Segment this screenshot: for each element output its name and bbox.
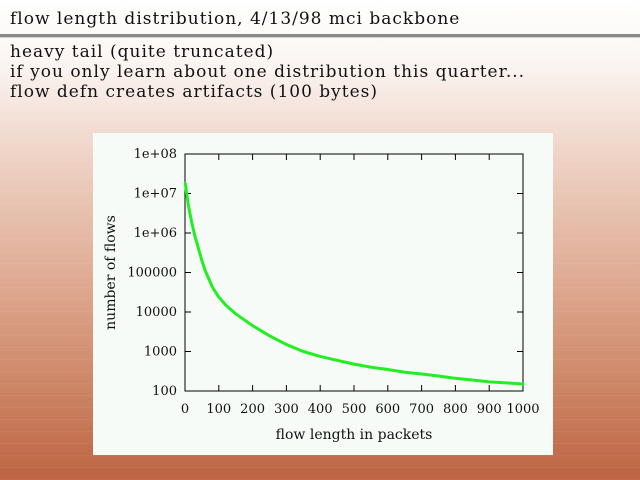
chart-panel: 100 1000 10000 100000 1e+06 1e+07 1e+08 0 100 200… [93,133,553,455]
y-tick-label: 100 [152,384,177,399]
x-tick-label: 400 [308,402,333,417]
x-tick-label: 800 [443,402,468,417]
x-tick-label: 300 [274,402,299,417]
y-tick-label: 1000 [144,345,177,360]
y-axis-label: number of flows [103,215,119,330]
y-tick-label: 1e+07 [134,187,177,202]
y-tick-label: 1e+08 [134,147,177,162]
x-tick-label: 0 [181,402,189,417]
x-tick-label: 700 [409,402,434,417]
x-tick-label: 600 [375,402,400,417]
x-axis-label: flow length in packets [276,427,433,443]
y-tick-label: 10000 [136,305,177,320]
plot-frame [184,153,524,392]
y-tick-label: 100000 [127,266,177,281]
x-tick-label: 100 [206,402,231,417]
x-tick-label: 1000 [506,402,539,417]
flow-length-chart: 100 1000 10000 100000 1e+06 1e+07 1e+08 0 100 200… [103,147,540,443]
flow-count-series-line [183,181,525,386]
bullet-list: heavy tail (quite truncated) if you only… [10,42,525,102]
title-divider [0,34,640,38]
x-tick-label: 500 [342,402,367,417]
bullet-flow-definition: flow defn creates artifacts (100 bytes) [10,82,379,102]
x-tick-label: 200 [240,402,265,417]
bullet-one-distribution: if you only learn about one distribution… [10,62,526,82]
slide-title: flow length distribution, 4/13/98 mci ba… [10,9,461,29]
x-tick-label: 900 [477,402,502,417]
y-tick-label: 1e+06 [134,226,177,241]
bullet-heavy-tail: heavy tail (quite truncated) [10,42,275,62]
